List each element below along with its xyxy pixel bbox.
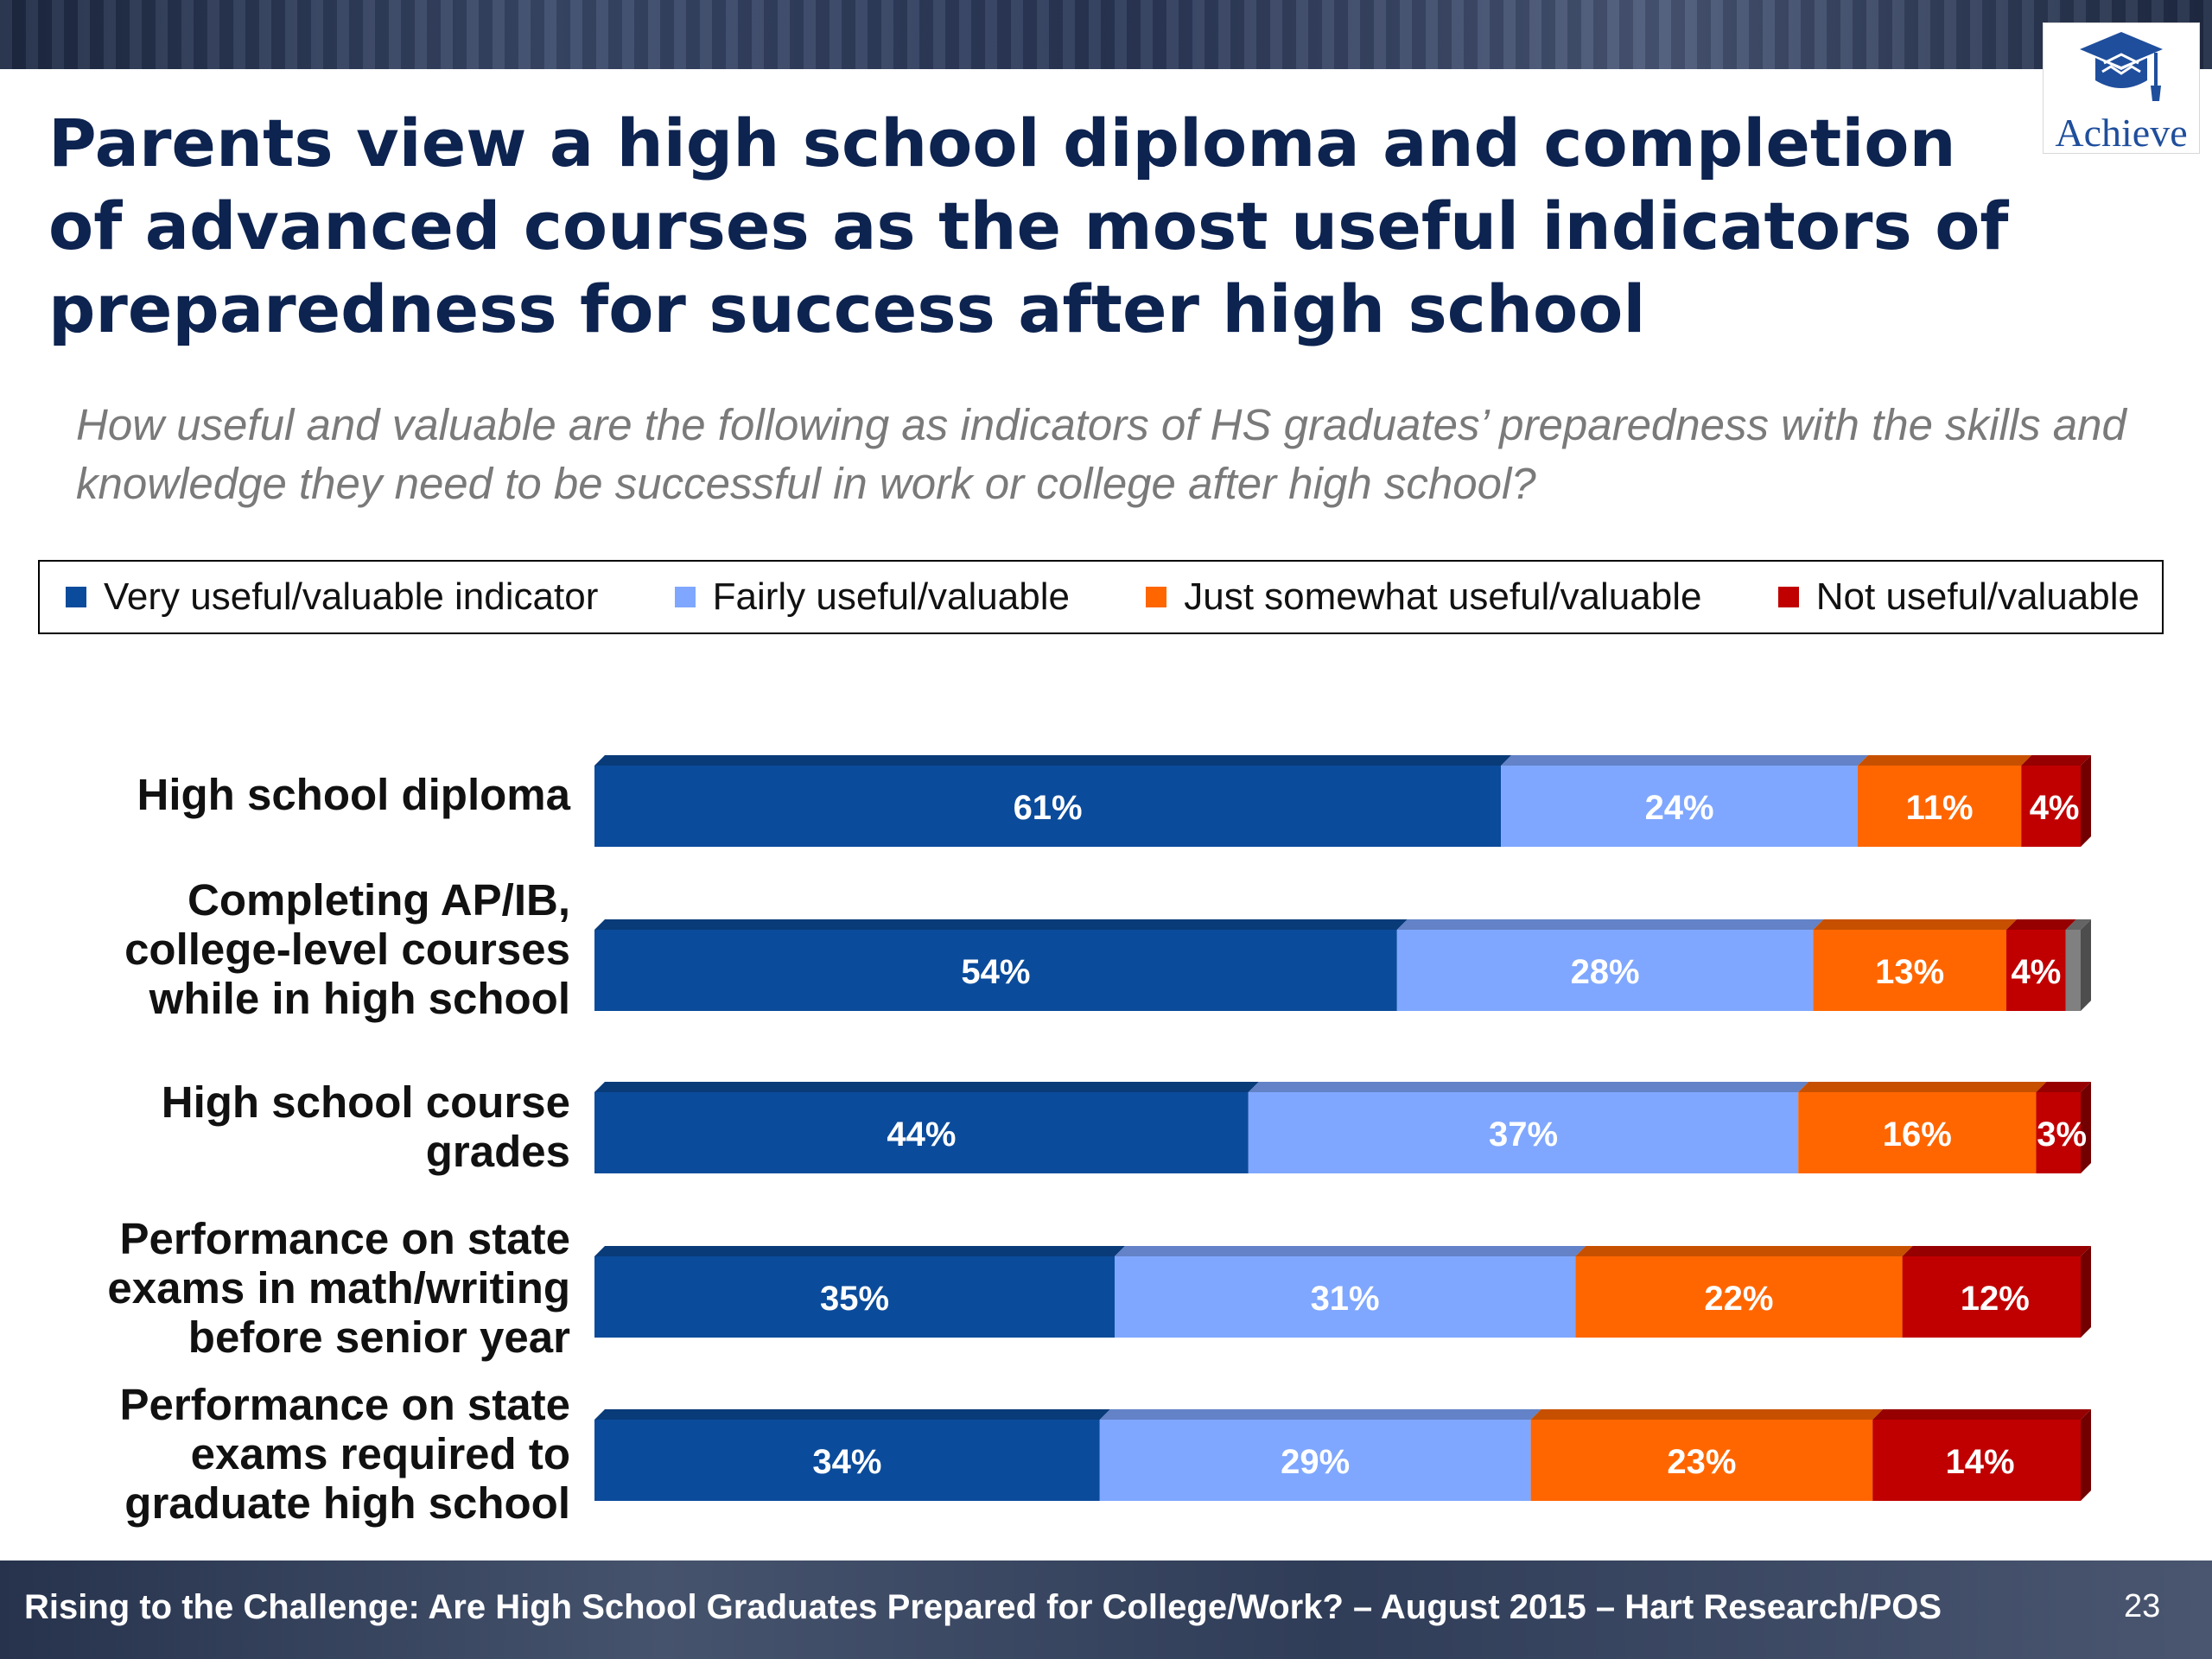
bar-top-somewhat-useful-0 [1858,755,2032,766]
bar-top-very-useful-2 [594,1082,1259,1092]
bar-segment-very-useful-4 [594,1420,1100,1501]
data-label-very-useful-3: 35% [820,1280,889,1318]
bar-segment-very-useful-3 [594,1256,1115,1338]
header-banner [0,0,2212,69]
legend-item-very-useful: Very useful/valuable indicator [66,575,598,619]
graduation-cap-icon [2080,32,2163,101]
data-label-fairly-useful-4: 29% [1281,1443,1350,1481]
data-label-somewhat-useful-0: 11% [1906,789,1974,827]
bar-top-somewhat-useful-3 [1575,1246,1913,1256]
bar-top-very-useful-3 [594,1246,1125,1256]
data-label-fairly-useful-3: 31% [1311,1280,1380,1318]
page-number: 23 [2124,1588,2161,1624]
bar-top-fairly-useful-3 [1115,1246,1586,1256]
bar-top-not-useful-0 [2021,755,2091,766]
bar-top-remainder-1 [2065,919,2091,930]
achieve-logo: Achieve [2043,22,2200,155]
bar-top-fairly-useful-0 [1501,755,1868,766]
data-label-not-useful-1: 4% [2011,953,2061,991]
category-label-diploma: High school diploma [137,770,570,819]
data-label-very-useful-0: 61% [1014,789,1083,827]
bar-top-not-useful-4 [1872,1409,2091,1420]
footer-banner [0,1560,2212,1659]
legend-label-very-useful: Very useful/valuable indicator [104,575,599,618]
bar-top-not-useful-1 [2006,919,2076,930]
data-label-somewhat-useful-4: 23% [1667,1443,1736,1481]
data-label-not-useful-0: 4% [2030,789,2080,827]
bar-segment-very-useful-1 [594,930,1397,1011]
data-label-very-useful-2: 44% [887,1116,956,1154]
bar-segment-somewhat-useful-4 [1530,1420,1873,1501]
legend-swatch-very-useful [66,587,86,607]
bar-segment-very-useful-0 [594,766,1502,847]
bar-segment-somewhat-useful-2 [1798,1092,2037,1173]
category-label-state-exams-graduate: Performance on state exams required to g… [119,1380,570,1528]
bar-side-1 [2081,919,2091,1011]
legend-swatch-not-useful [1777,587,1799,607]
bar-segment-fairly-useful-0 [1501,766,1858,847]
bar-top-fairly-useful-1 [1396,919,1824,930]
bar-segment-not-useful-3 [1902,1256,2081,1338]
bar-segment-fairly-useful-2 [1248,1092,1799,1173]
bar-segment-remainder-1 [2065,930,2081,1011]
bar-segment-not-useful-4 [1872,1420,2081,1501]
category-label-course-grades: High school course grades [161,1077,570,1176]
footer-citation: Rising to the Challenge: Are High School… [24,1588,1942,1626]
bar-top-very-useful-4 [594,1409,1110,1420]
data-label-somewhat-useful-1: 13% [1875,953,1944,991]
bar-top-very-useful-0 [594,755,1512,766]
data-label-fairly-useful-0: 24% [1645,789,1714,827]
legend-label-somewhat-useful: Just somewhat useful/valuable [1184,575,1702,618]
bar-top-somewhat-useful-2 [1798,1082,2047,1092]
legend-item-fairly-useful: Fairly useful/valuable [674,575,1070,619]
bar-side-3 [2081,1246,2091,1338]
bar-segment-not-useful-2 [2036,1092,2081,1173]
legend-swatch-somewhat-useful [1146,587,1167,607]
legend-item-somewhat-useful: Just somewhat useful/valuable [1146,575,1701,619]
bar-segment-very-useful-2 [594,1092,1249,1173]
bar-top-fairly-useful-2 [1248,1082,1809,1092]
bar-top-very-useful-1 [594,919,1408,930]
bar-segment-somewhat-useful-1 [1813,930,2006,1011]
bar-segment-not-useful-1 [2006,930,2066,1011]
slide-title: Parents view a high school diploma and c… [48,105,2009,347]
bar-top-fairly-useful-4 [1099,1409,1541,1420]
bar-segment-somewhat-useful-0 [1858,766,2022,847]
bar-top-somewhat-useful-4 [1530,1409,1884,1420]
bar-top-not-useful-3 [1902,1246,2091,1256]
bar-side-2 [2081,1082,2091,1173]
data-label-fairly-useful-2: 37% [1489,1116,1558,1154]
data-label-somewhat-useful-2: 16% [1883,1116,1952,1154]
data-label-very-useful-1: 54% [961,953,1030,991]
logo-text: Achieve [2055,111,2188,155]
legend-label-not-useful: Not useful/valuable [1815,575,2139,618]
legend-label-fairly-useful: Fairly useful/valuable [712,575,1070,618]
bar-segment-fairly-useful-4 [1099,1420,1531,1501]
survey-question: How useful and valuable are the followin… [76,400,2126,508]
chart-legend: Very useful/valuable indicator Fairly us… [38,560,2164,634]
data-label-not-useful-3: 12% [1961,1280,2030,1318]
category-label-ap-ib: Completing AP/IB, college-level courses … [124,875,570,1023]
data-label-fairly-useful-1: 28% [1571,953,1640,991]
data-label-not-useful-2: 3% [2037,1116,2087,1154]
bar-segment-fairly-useful-1 [1396,930,1814,1011]
bar-top-not-useful-2 [2036,1082,2091,1092]
bar-side-0 [2081,755,2091,847]
bar-segment-not-useful-0 [2021,766,2081,847]
legend-item-not-useful: Not useful/valuable [1777,575,2139,619]
category-label-state-exams-senior: Performance on state exams in math/writi… [107,1214,570,1362]
legend-swatch-fairly-useful [674,587,696,607]
bar-segment-somewhat-useful-3 [1575,1256,1903,1338]
bar-side-4 [2081,1409,2091,1501]
data-label-not-useful-4: 14% [1946,1443,2015,1481]
bar-segment-fairly-useful-3 [1115,1256,1576,1338]
data-label-very-useful-4: 34% [812,1443,881,1481]
data-label-somewhat-useful-3: 22% [1704,1280,1773,1318]
bar-top-somewhat-useful-1 [1813,919,2017,930]
